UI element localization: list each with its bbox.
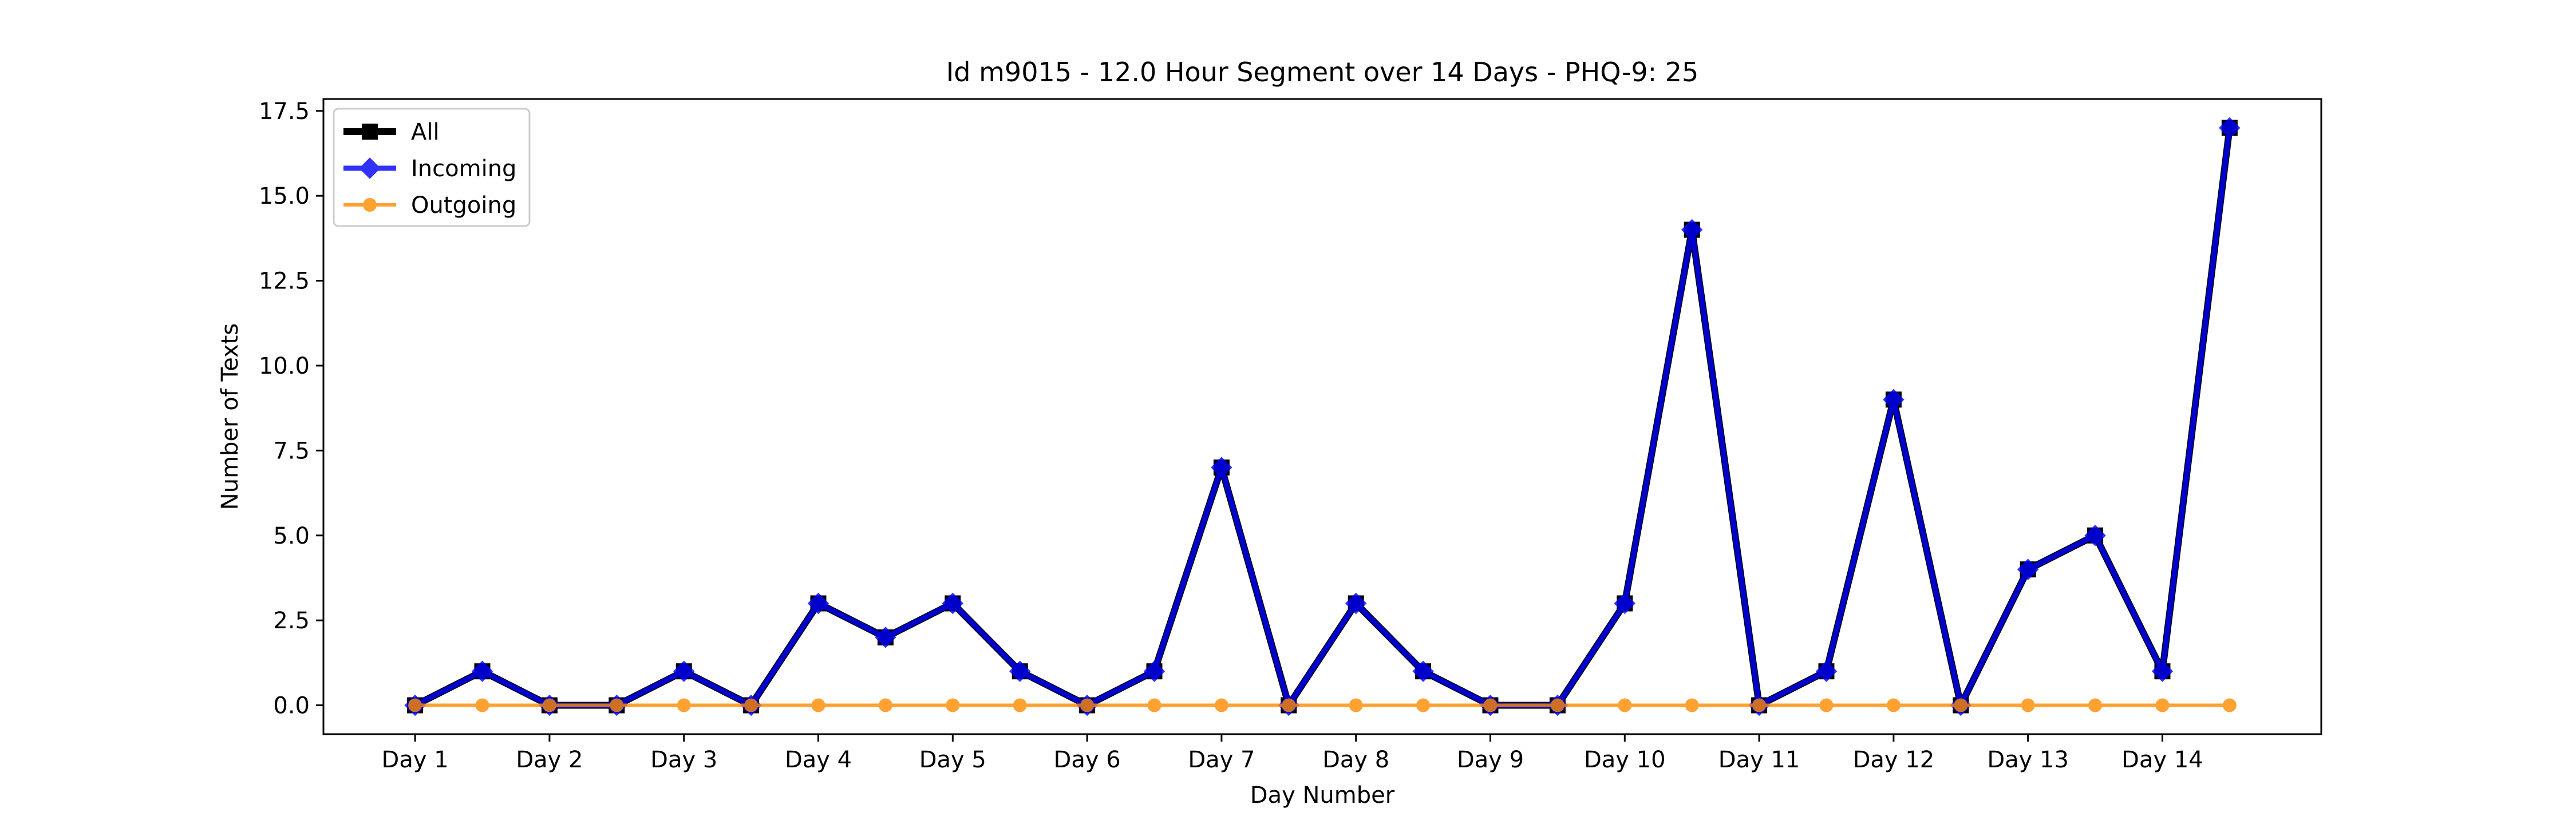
- data-point-outgoing: [1685, 698, 1699, 712]
- data-point-incoming: [1681, 219, 1703, 241]
- x-tick-label: Day 4: [785, 747, 852, 773]
- x-tick-label: Day 8: [1322, 747, 1389, 773]
- data-point-outgoing: [1214, 698, 1228, 712]
- data-point-outgoing: [1147, 698, 1161, 712]
- data-point-incoming: [673, 660, 695, 682]
- y-tick-label: 12.5: [259, 268, 310, 295]
- y-tick-label: 15.0: [259, 183, 310, 209]
- x-tick-label: Day 1: [382, 747, 449, 773]
- data-point-outgoing: [1013, 698, 1027, 712]
- legend-frame: [333, 108, 531, 227]
- data-point-incoming: [1211, 457, 1232, 478]
- data-point-outgoing: [946, 698, 960, 712]
- legend-label-incoming: Incoming: [411, 156, 516, 182]
- data-point-outgoing: [408, 698, 422, 712]
- data-point-outgoing: [744, 698, 758, 712]
- legend-label-all: All: [411, 119, 440, 145]
- y-tick-label: 0.0: [273, 693, 310, 719]
- legend: All Incoming Outgoing: [333, 108, 531, 227]
- data-point-outgoing: [1483, 698, 1498, 712]
- data-point-outgoing: [2021, 698, 2035, 712]
- data-point-outgoing: [1349, 698, 1363, 712]
- data-point-outgoing: [1416, 698, 1431, 712]
- x-tick-label: Day 2: [516, 747, 583, 773]
- data-point-outgoing: [2155, 698, 2170, 712]
- data-point-incoming: [875, 627, 896, 648]
- data-point-incoming: [471, 660, 493, 682]
- chart-title: Id m9015 - 12.0 Hour Segment over 14 Day…: [946, 57, 1699, 88]
- data-point-outgoing: [1080, 698, 1095, 712]
- data-point-incoming: [2219, 117, 2241, 139]
- legend-marker-all: [362, 124, 378, 140]
- legend-label-outgoing: Outgoing: [411, 192, 516, 219]
- data-point-outgoing: [2222, 698, 2237, 712]
- y-tick-label: 17.5: [259, 98, 310, 125]
- data-point-outgoing: [1954, 698, 1968, 712]
- data-point-incoming: [1009, 660, 1031, 682]
- data-point-incoming: [1815, 660, 1838, 682]
- x-tick-label: Day 14: [2121, 747, 2203, 773]
- x-tick-label: Day 7: [1188, 747, 1255, 773]
- data-point-incoming: [1614, 592, 1636, 615]
- data-point-outgoing: [542, 698, 556, 712]
- x-tick-label: Day 11: [1718, 747, 1800, 773]
- y-tick-label: 7.5: [273, 438, 310, 464]
- x-tick-label: Day 6: [1054, 747, 1121, 773]
- data-point-outgoing: [1618, 698, 1632, 712]
- x-tick-label: Day 5: [919, 747, 986, 773]
- plot-frame: [322, 98, 2322, 735]
- x-tick-label: Day 10: [1584, 747, 1666, 773]
- y-axis: 0.0 2.5 5.0 7.5 10.0 12.5 15.0 17.5: [259, 98, 323, 719]
- data-point-outgoing: [1550, 698, 1564, 712]
- legend-items: All Incoming Outgoing: [343, 119, 516, 219]
- data-point-outgoing: [1282, 698, 1296, 712]
- x-axis: Day 1 Day 2 Day 3 Day 4 Day 5 Day 6 Day 7 Day 8…: [382, 734, 2203, 773]
- y-tick-label: 2.5: [273, 608, 310, 634]
- data-point-incoming: [1883, 389, 1905, 411]
- data-point-incoming: [1412, 660, 1434, 682]
- series-outgoing: [408, 698, 2237, 712]
- legend-item-outgoing: [343, 198, 396, 212]
- x-tick-label: Day 13: [1987, 747, 2069, 773]
- data-point-incoming: [807, 592, 829, 615]
- x-tick-label: Day 3: [650, 747, 717, 773]
- legend-marker-incoming: [359, 157, 381, 179]
- x-tick-label: Day 9: [1457, 747, 1524, 773]
- data-point-outgoing: [2088, 698, 2103, 712]
- data-point-outgoing: [677, 698, 691, 712]
- legend-item-incoming: [343, 157, 396, 179]
- data-point-outgoing: [1752, 698, 1767, 712]
- data-point-outgoing: [475, 698, 489, 712]
- y-tick-label: 5.0: [273, 523, 310, 549]
- data-point-outgoing: [1886, 698, 1901, 712]
- x-axis-label: Day Number: [1250, 782, 1395, 809]
- data-point-incoming: [2151, 660, 2174, 682]
- data-point-outgoing: [610, 698, 624, 712]
- x-tick-label: Day 12: [1853, 747, 1935, 773]
- data-point-incoming: [2017, 558, 2039, 580]
- data-point-incoming: [1345, 592, 1367, 615]
- legend-item-all: [343, 124, 396, 140]
- data-point-incoming: [2084, 525, 2106, 546]
- series-layer: [404, 117, 2241, 716]
- data-point-outgoing: [811, 698, 825, 712]
- y-axis-label: Number of Texts: [217, 323, 243, 510]
- series-line-incoming: [412, 125, 2233, 708]
- data-point-outgoing: [878, 698, 892, 712]
- series-incoming: [404, 117, 2241, 716]
- y-tick-label: 10.0: [259, 353, 310, 379]
- data-point-incoming: [942, 592, 964, 615]
- data-point-incoming: [1143, 660, 1165, 682]
- legend-marker-outgoing: [363, 198, 377, 212]
- data-point-outgoing: [1819, 698, 1834, 712]
